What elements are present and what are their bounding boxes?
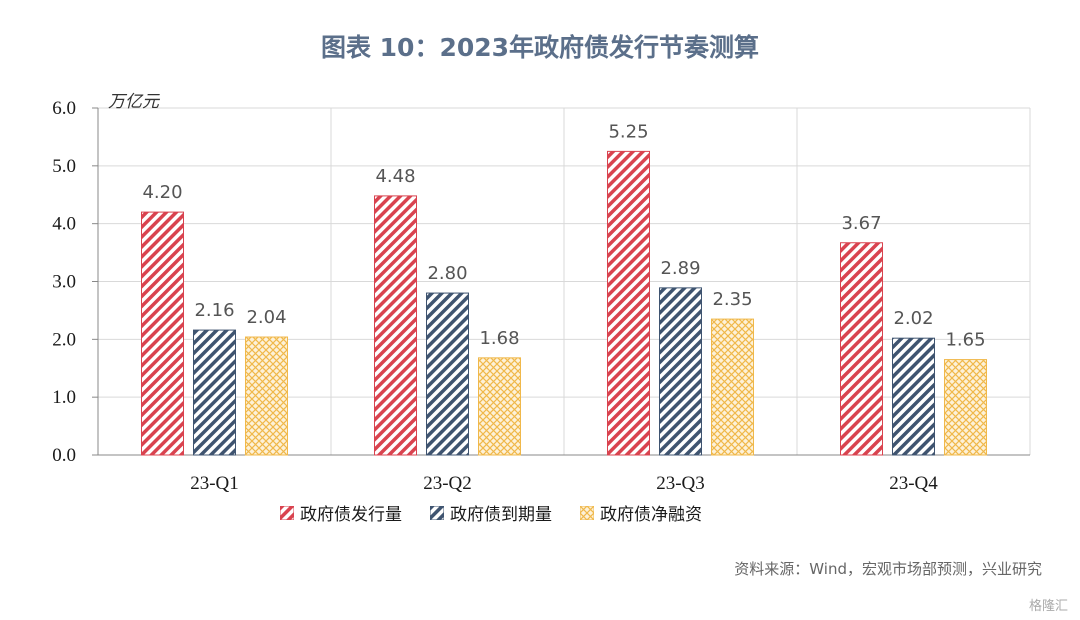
bar-maturity (659, 287, 702, 456)
watermark: 格隆汇 (1028, 599, 1068, 614)
bar-net (944, 359, 987, 456)
y-tick-label: 2.0 (52, 329, 76, 350)
bar-issuance (141, 211, 184, 456)
x-tick-label: 23-Q4 (889, 473, 938, 494)
legend-label-maturity: 政府债到期量 (450, 505, 552, 525)
y-tick-label: 4.0 (52, 214, 76, 235)
legend-item-issuance: 政府债发行量 (280, 500, 402, 525)
bar-net (245, 336, 288, 456)
data-label: 2.89 (660, 258, 700, 279)
legend-label-issuance: 政府债发行量 (300, 505, 402, 525)
legend-swatch-net (580, 505, 594, 520)
data-label: 3.67 (841, 213, 881, 234)
legend-label-net: 政府债净融资 (600, 505, 702, 525)
data-label: 4.48 (375, 166, 415, 187)
bar-issuance (840, 242, 883, 456)
bar-layer (141, 150, 987, 456)
y-tick-label: 3.0 (52, 272, 76, 293)
source-note: 资料来源：Wind，宏观市场部预测，兴业研究 (734, 560, 1042, 578)
bar-issuance (374, 195, 417, 456)
data-label: 2.02 (893, 308, 933, 329)
x-tick-label: 23-Q3 (656, 473, 705, 494)
y-tick-label: 0.0 (52, 445, 76, 466)
data-label: 2.80 (427, 263, 467, 284)
data-label: 2.35 (712, 289, 752, 310)
data-label: 1.65 (945, 330, 985, 351)
bar-maturity (892, 337, 935, 456)
data-label: 2.04 (246, 307, 286, 328)
data-label: 4.20 (142, 182, 182, 203)
bar-maturity (426, 292, 469, 456)
bar-net (478, 357, 521, 456)
data-label: 2.16 (194, 300, 234, 321)
data-label: 1.68 (479, 328, 519, 349)
bar-maturity (193, 329, 236, 456)
bar-issuance (607, 150, 650, 456)
legend-swatch-maturity (430, 505, 444, 520)
data-label: 5.25 (608, 121, 648, 142)
legend: 政府债发行量 政府债到期量 政府债净融资 (280, 500, 702, 525)
x-tick-label: 23-Q1 (190, 473, 239, 494)
bar-net (711, 318, 754, 456)
grid-layer (98, 107, 1031, 455)
legend-item-net: 政府债净融资 (580, 500, 702, 525)
label-layer: 4.20 2.16 2.04 4.48 2.80 1.68 5.25 2.89 2.35 3.67… (142, 121, 985, 350)
y-axis-unit: 万亿元 (108, 92, 161, 112)
x-tick-label: 23-Q2 (423, 473, 472, 494)
bar-chart: 0.0 1.0 2.0 3.0 4.0 5.0 6.0 23-Q1 23-Q2 23-Q3 23-Q… (52, 92, 1031, 494)
y-tick-label: 5.0 (52, 156, 76, 177)
legend-item-maturity: 政府债到期量 (430, 500, 552, 525)
y-tick-label: 1.0 (52, 387, 76, 408)
legend-swatch-issuance (280, 505, 294, 520)
y-tick-label: 6.0 (52, 98, 76, 119)
chart-title: 图表 10：2023年政府债发行节奏测算 (320, 33, 760, 62)
